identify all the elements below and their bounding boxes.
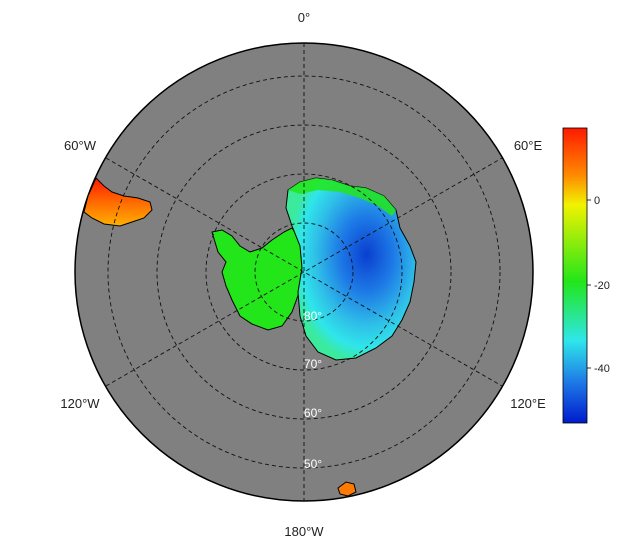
lon-label-lower-left: 120°W — [60, 396, 100, 411]
colorbar: 0 -20 -40 — [562, 127, 610, 424]
colorbar-tick-minus20: -20 — [594, 280, 610, 292]
lon-label-bottom: 180°W — [284, 524, 324, 539]
lat-label-50: 50° — [304, 457, 322, 471]
latitude-circles — [107, 75, 501, 469]
lat-label-80: 80° — [304, 309, 322, 323]
colorbar-tick-minus40: -40 — [594, 363, 610, 375]
lon-label-top: 0° — [298, 10, 310, 25]
meridian-lines — [105, 43, 503, 501]
colorbar-tick-0: 0 — [594, 195, 600, 207]
lon-label-upper-left: 60°W — [64, 138, 97, 153]
lat-label-60: 60° — [304, 406, 322, 420]
south-america-landmass — [83, 177, 153, 227]
colorbar-gradient — [562, 127, 588, 424]
lat-label-70: 70° — [304, 357, 322, 371]
coastal-fringe — [288, 178, 396, 216]
lon-label-lower-right: 120°E — [510, 396, 546, 411]
lon-label-upper-right: 60°E — [514, 138, 543, 153]
new-zealand-landmass — [337, 481, 357, 497]
